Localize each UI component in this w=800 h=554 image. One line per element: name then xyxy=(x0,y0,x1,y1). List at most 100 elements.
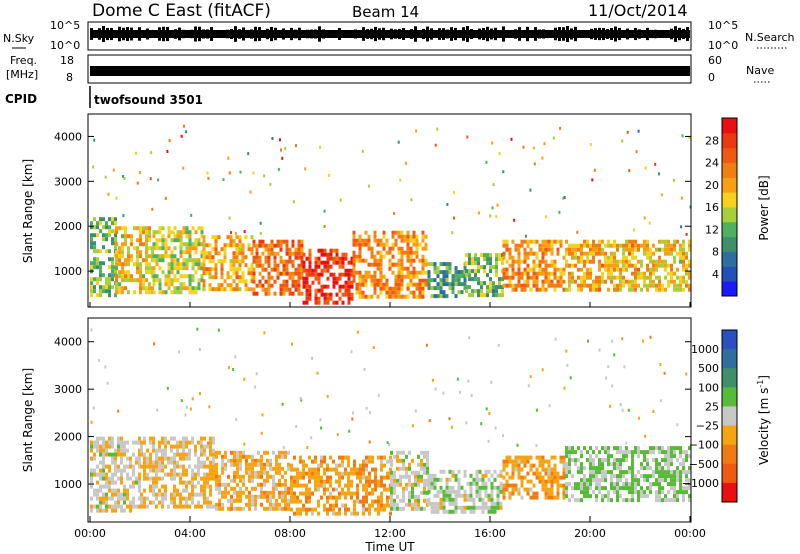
heatmap-cell xyxy=(541,156,544,160)
heatmap-cell xyxy=(383,463,386,468)
heatmap-cell xyxy=(93,138,96,142)
heatmap-cell xyxy=(652,283,655,288)
heatmap-cell xyxy=(571,263,574,268)
heatmap-cell xyxy=(580,287,583,292)
heatmap-cell xyxy=(379,238,383,243)
heatmap-cell xyxy=(613,239,616,244)
heatmap-cell xyxy=(252,271,256,276)
heatmap-cell xyxy=(468,336,471,340)
heatmap-cell xyxy=(598,450,601,455)
heatmap-cell xyxy=(260,454,263,459)
heatmap-cell xyxy=(457,469,461,474)
heatmap-cell xyxy=(320,288,324,293)
heatmap-cell xyxy=(460,509,464,514)
heatmap-cell xyxy=(535,271,539,276)
heatmap-cell xyxy=(621,139,624,143)
heatmap-cell xyxy=(362,475,365,480)
heatmap-cell xyxy=(292,200,295,204)
heatmap-cell xyxy=(423,506,426,511)
heatmap-cell xyxy=(90,241,93,246)
heatmap-cell xyxy=(155,480,158,485)
heatmap-cell xyxy=(227,474,230,479)
heatmap-cell xyxy=(544,275,548,280)
heatmap-cell xyxy=(275,498,278,503)
heatmap-cell xyxy=(390,478,393,483)
heatmap-cell xyxy=(471,257,474,262)
heatmap-cell xyxy=(613,466,616,471)
heatmap-cell xyxy=(565,446,568,451)
heatmap-cell xyxy=(96,261,99,266)
heatmap-cell xyxy=(544,271,548,276)
heatmap-cell xyxy=(329,483,332,488)
heatmap-cell xyxy=(386,503,389,508)
heatmap-cell xyxy=(523,455,527,460)
heatmap-cell xyxy=(412,274,416,279)
heatmap-cell xyxy=(255,255,259,260)
n-sky-sample xyxy=(622,31,625,37)
heatmap-cell xyxy=(188,464,191,469)
heatmap-cell xyxy=(317,260,321,265)
heatmap-cell xyxy=(206,464,209,469)
heatmap-cell xyxy=(400,266,404,271)
heatmap-cell xyxy=(400,294,404,299)
heatmap-cell xyxy=(332,280,336,285)
heatmap-cell xyxy=(412,250,416,255)
heatmap-cell xyxy=(302,491,305,496)
heatmap-cell xyxy=(138,488,141,493)
heatmap-cell xyxy=(194,484,197,489)
heatmap-cell xyxy=(212,472,215,477)
heatmap-cell xyxy=(643,283,646,288)
heatmap-cell xyxy=(646,478,649,483)
heatmap-cell xyxy=(149,452,152,457)
heatmap-cell xyxy=(287,506,290,511)
heatmap-cell xyxy=(559,271,563,276)
heatmap-cell xyxy=(118,258,121,263)
heatmap-cell xyxy=(176,266,180,271)
heatmap-cell xyxy=(428,419,431,423)
heatmap-cell xyxy=(344,272,348,277)
heatmap-cell xyxy=(583,239,586,244)
heatmap-cell xyxy=(655,482,658,487)
heatmap-cell xyxy=(155,464,158,469)
heatmap-cell xyxy=(562,483,566,488)
heatmap-cell xyxy=(589,454,592,459)
heatmap-cell xyxy=(415,282,419,287)
heatmap-cell xyxy=(273,259,277,264)
heatmap-cell xyxy=(532,471,536,476)
heatmap-cell xyxy=(495,269,498,274)
heatmap-cell xyxy=(227,156,230,160)
heatmap-cell xyxy=(616,478,619,483)
heatmap-cell xyxy=(136,278,139,283)
heatmap-cell xyxy=(353,491,356,496)
heatmap-cell xyxy=(529,188,532,192)
heatmap-cell xyxy=(229,267,233,272)
heatmap-cell xyxy=(350,511,353,516)
heatmap-cell xyxy=(643,275,646,280)
heatmap-cell xyxy=(421,278,425,283)
heatmap-cell xyxy=(111,241,114,246)
heatmap-cell xyxy=(179,500,182,505)
heatmap-cell xyxy=(102,448,105,453)
heatmap-cell xyxy=(532,491,536,496)
heatmap-cell xyxy=(252,171,255,175)
heatmap-cell xyxy=(406,274,410,279)
heatmap-cell xyxy=(474,257,477,262)
heatmap-cell xyxy=(341,463,344,468)
heatmap-cell xyxy=(300,263,304,268)
heatmap-cell xyxy=(541,267,545,272)
heatmap-cell xyxy=(93,285,96,290)
heatmap-cell xyxy=(317,276,321,281)
heatmap-cell xyxy=(358,270,362,275)
heatmap-cell xyxy=(556,239,560,244)
heatmap-cell xyxy=(284,494,287,499)
heatmap-cell xyxy=(399,478,402,483)
heatmap-cell xyxy=(580,498,583,503)
heatmap-cell xyxy=(284,486,287,491)
heatmap-cell xyxy=(667,458,670,463)
heatmap-cell xyxy=(302,276,306,281)
heatmap-cell xyxy=(344,280,348,285)
n-sky-sample xyxy=(454,27,457,41)
heatmap-cell xyxy=(541,459,545,464)
heatmap-cell xyxy=(176,278,180,283)
heatmap-cell xyxy=(613,287,616,292)
